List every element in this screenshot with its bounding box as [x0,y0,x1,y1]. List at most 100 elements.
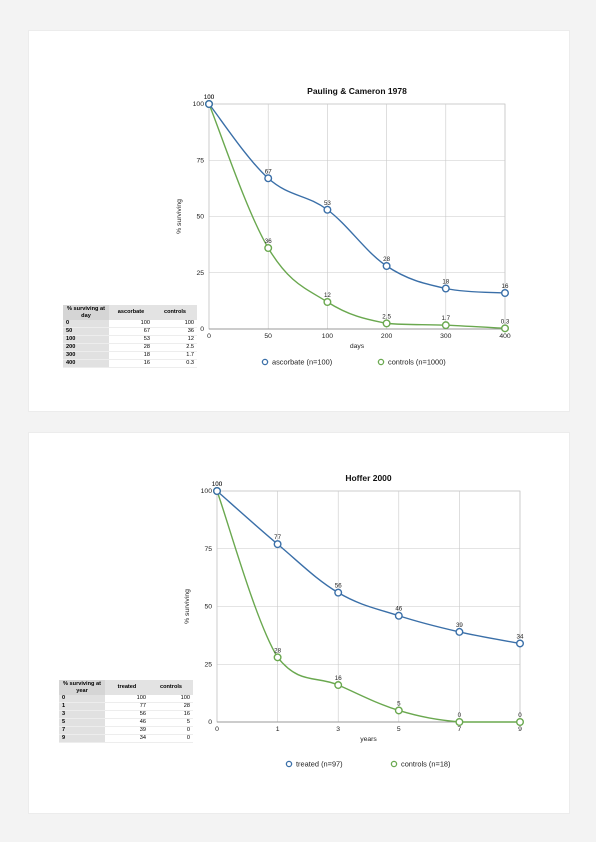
data-point [334,588,343,597]
table-cell: 12 [153,335,197,344]
table-cell: 28 [109,343,153,352]
data-label: 56 [335,583,342,590]
data-point [382,261,391,270]
table-row: 300 18 1.7 [63,351,197,360]
y-tick-label: 100 [193,101,205,108]
table-header-cell: % surviving at year [59,680,105,695]
legend-marker [377,358,385,366]
x-tick-label: 7 [458,726,462,733]
data-point [323,298,332,307]
row-label: 300 [63,351,109,360]
table-row: 5 46 5 [59,718,193,727]
table-row: 7 39 0 [59,726,193,735]
data-table-hoffer: % surviving at year treated controls 0 10… [59,680,193,743]
data-point [501,324,510,333]
data-label: 100 [204,94,215,101]
chart-panel-hoffer: % surviving at year treated controls 0 10… [28,432,570,814]
y-axis-title: % surviving [184,589,191,624]
data-label: 2.5 [382,313,391,320]
x-tick-label: 9 [518,726,522,733]
data-label: 28 [383,256,390,263]
y-tick-label: 25 [204,661,212,668]
table-cell: 0 [149,726,193,735]
table-cell: 53 [109,335,153,344]
data-point [455,627,464,636]
table-row: 200 28 2.5 [63,343,197,352]
data-label: 16 [502,283,509,290]
table-header-cell: controls [153,305,197,320]
table-header-cell: treated [105,680,149,695]
data-label: 0 [458,712,462,719]
table-cell: 18 [109,351,153,360]
table-row: 3 56 16 [59,710,193,719]
x-tick-label: 0 [207,333,211,340]
legend-label: controls (n=1000) [388,358,446,367]
data-label: 12 [324,292,331,299]
y-tick-label: 50 [204,604,212,611]
data-point [516,639,525,648]
x-tick-label: 100 [322,333,334,340]
legend-label: controls (n=18) [401,760,451,769]
x-tick-label: 1 [276,726,280,733]
data-label: 16 [335,675,342,682]
legend-marker [390,760,398,768]
y-tick-label: 25 [196,270,204,277]
data-label: 100 [204,94,215,101]
row-label: 0 [63,320,109,328]
table-cell: 77 [105,702,149,711]
row-label: 5 [59,718,105,727]
x-tick-label: 3 [336,726,340,733]
table-cell: 39 [105,726,149,735]
table-header-cell: % surviving at day [63,305,109,320]
table-header-cell: controls [149,680,193,695]
table-row: 9 34 0 [59,734,193,743]
table-cell: 36 [153,327,197,336]
table-cell: 16 [149,710,193,719]
x-tick-label: 200 [381,333,393,340]
data-label: 100 [212,481,223,488]
y-tick-label: 75 [204,546,212,553]
x-axis-title: years [360,736,377,743]
table-cell: 0 [149,734,193,743]
x-axis-title: days [350,343,365,350]
data-label: 28 [274,647,281,654]
data-point [273,540,282,549]
data-point [334,681,343,690]
data-label: 46 [395,606,402,613]
data-label: 36 [265,238,272,245]
table-cell: 28 [149,702,193,711]
table-cell: 100 [153,320,197,328]
table-row: 400 16 0.3 [63,359,197,368]
legend-label: treated (n=97) [296,760,343,769]
table-cell: 34 [105,734,149,743]
data-label: 67 [265,168,272,175]
data-point [394,611,403,620]
y-tick-label: 100 [201,488,213,495]
data-point [455,718,464,727]
table-cell: 100 [105,695,149,703]
data-label: 1.7 [441,315,450,322]
row-label: 9 [59,734,105,743]
data-label: 34 [517,633,524,640]
table-cell: 56 [105,710,149,719]
table-cell: 100 [149,695,193,703]
y-tick-label: 50 [196,214,204,221]
row-label: 3 [59,710,105,719]
table-cell: 46 [105,718,149,727]
x-tick-label: 0 [215,726,219,733]
data-label: 18 [442,279,449,286]
y-tick-label: 0 [208,719,212,726]
data-point [501,289,510,298]
data-point [323,205,332,214]
table-cell: 100 [109,320,153,328]
row-label: 100 [63,335,109,344]
data-point [394,706,403,715]
x-tick-label: 400 [499,333,511,340]
table-row: 0 100 100 [59,695,193,703]
data-label: 77 [274,534,281,541]
data-label: 39 [456,622,463,629]
data-label: 100 [212,481,223,488]
